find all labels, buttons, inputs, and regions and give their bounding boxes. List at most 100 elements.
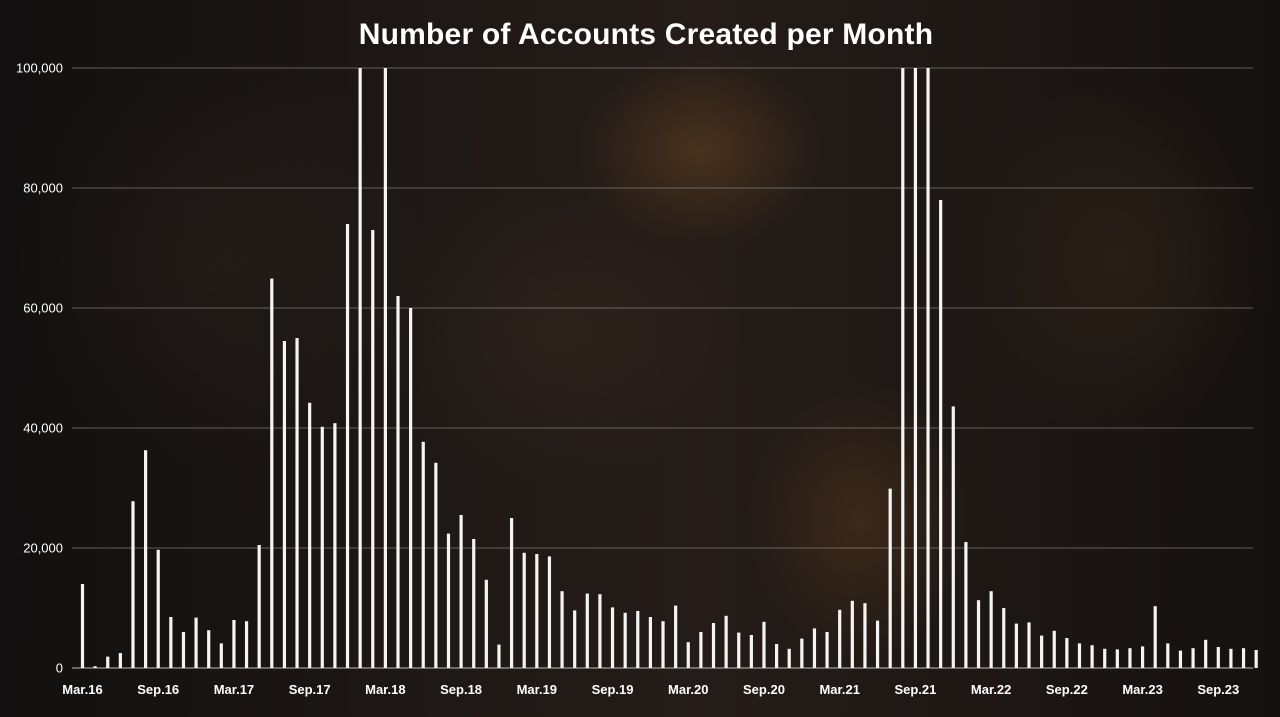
bar-Jul.20 bbox=[737, 632, 741, 668]
bar-Dec.16 bbox=[194, 617, 198, 668]
bar-Apr.17 bbox=[244, 621, 249, 668]
bar-Jul.21 bbox=[888, 488, 892, 668]
bar-May.19 bbox=[560, 591, 564, 668]
x-tick-label: Sep.21 bbox=[894, 682, 936, 697]
bar-Apr.18 bbox=[396, 296, 400, 668]
bar-Sep.16 bbox=[156, 549, 160, 668]
bar-Dec.19 bbox=[648, 617, 652, 668]
bar-Nov.16 bbox=[181, 632, 186, 668]
x-tick-label: Mar.18 bbox=[365, 682, 405, 697]
x-tick-label: Sep.20 bbox=[743, 682, 785, 697]
bar-Aug.20 bbox=[749, 635, 753, 668]
bar-Apr.16 bbox=[93, 666, 97, 668]
x-tick-label: Mar.23 bbox=[1122, 682, 1162, 697]
x-tick-label: Mar.20 bbox=[668, 682, 708, 697]
bar-Jul.19 bbox=[585, 593, 589, 668]
bar-Jan.19 bbox=[509, 518, 514, 668]
bar-May.20 bbox=[711, 623, 716, 668]
bar-Nov.22 bbox=[1090, 645, 1094, 668]
bar-Oct.16 bbox=[169, 617, 173, 668]
bar-Sep.21 bbox=[913, 68, 918, 668]
bar-Feb.19 bbox=[522, 552, 526, 668]
bar-Oct.19 bbox=[623, 612, 627, 668]
bar-Dec.23 bbox=[1254, 650, 1258, 668]
bar-Mar.18 bbox=[383, 68, 387, 668]
x-tick-label: Sep.18 bbox=[440, 682, 482, 697]
bar-Jan.20 bbox=[661, 621, 665, 668]
bar-Oct.22 bbox=[1077, 643, 1082, 668]
bar-May.17 bbox=[257, 545, 261, 668]
y-tick-label: 80,000 bbox=[23, 181, 63, 196]
bar-Sep.17 bbox=[308, 402, 312, 668]
x-tick-label: Sep.22 bbox=[1046, 682, 1088, 697]
bar-Jun.19 bbox=[573, 610, 577, 668]
bar-Feb.21 bbox=[825, 632, 829, 668]
bar-Apr.21 bbox=[850, 600, 854, 668]
bar-Oct.20 bbox=[775, 644, 779, 668]
y-tick-label: 100,000 bbox=[16, 61, 63, 76]
bar-Aug.19 bbox=[598, 594, 602, 668]
y-tick-label: 0 bbox=[56, 661, 63, 676]
bar-Dec.21 bbox=[951, 406, 955, 668]
bar-Jan.18 bbox=[358, 68, 362, 668]
bar-Sep.22 bbox=[1065, 638, 1069, 668]
bar-Aug.18 bbox=[446, 533, 451, 668]
bar-Nov.17 bbox=[333, 423, 337, 668]
bar-Jul.16 bbox=[131, 501, 135, 668]
x-tick-label: Mar.21 bbox=[819, 682, 859, 697]
bar-Sep.20 bbox=[762, 621, 766, 668]
bar-Jun.22 bbox=[1027, 622, 1031, 668]
bar-Feb.17 bbox=[219, 643, 223, 668]
bar-Oct.21 bbox=[926, 68, 930, 668]
bar-Jan.17 bbox=[207, 630, 211, 668]
x-tick-label: Mar.17 bbox=[214, 682, 254, 697]
x-tick-label: Mar.19 bbox=[517, 682, 557, 697]
x-tick-label: Sep.19 bbox=[592, 682, 634, 697]
bar-May.22 bbox=[1014, 623, 1018, 668]
bar-Feb.20 bbox=[674, 605, 678, 668]
bar-Dec.17 bbox=[345, 224, 350, 668]
bar-Nov.19 bbox=[636, 611, 640, 668]
x-tick-label: Mar.16 bbox=[62, 682, 102, 697]
bar-Jan.22 bbox=[964, 542, 968, 668]
bar-Dec.22 bbox=[1103, 648, 1107, 668]
bar-Sep.18 bbox=[459, 515, 463, 668]
bar-Jul.17 bbox=[282, 341, 287, 668]
x-tick-label: Sep.16 bbox=[137, 682, 179, 697]
bar-Aug.21 bbox=[901, 68, 905, 668]
bar-Oct.23 bbox=[1229, 648, 1233, 668]
y-tick-label: 40,000 bbox=[23, 421, 63, 436]
bar-Mar.17 bbox=[232, 620, 236, 668]
bar-Jul.23 bbox=[1191, 648, 1195, 668]
bar-Jun.21 bbox=[875, 620, 880, 668]
chart-title: Number of Accounts Created per Month bbox=[358, 18, 934, 51]
bar-Mar.20 bbox=[686, 642, 690, 668]
bar-Jun.16 bbox=[118, 653, 122, 668]
bar-Dec.20 bbox=[800, 638, 804, 668]
bar-Aug.23 bbox=[1204, 639, 1208, 668]
bar-Nov.18 bbox=[484, 579, 488, 668]
x-tick-label: Sep.17 bbox=[289, 682, 331, 697]
bar-Jul.22 bbox=[1040, 635, 1044, 668]
bar-Mar.19 bbox=[535, 554, 539, 668]
bar-Aug.16 bbox=[144, 450, 148, 668]
bars bbox=[80, 68, 1258, 668]
bar-Jun.20 bbox=[724, 615, 728, 668]
bar-Aug.22 bbox=[1052, 630, 1056, 668]
bar-Nov.21 bbox=[939, 200, 943, 668]
bar-Sep.19 bbox=[610, 607, 615, 668]
bar-Mar.21 bbox=[838, 609, 842, 668]
bar-Nov.20 bbox=[787, 648, 791, 668]
bar-Apr.22 bbox=[1002, 608, 1006, 668]
bar-Jul.18 bbox=[434, 462, 438, 668]
bar-May.16 bbox=[106, 656, 110, 668]
bar-Oct.17 bbox=[320, 426, 324, 668]
y-axis-ticks: 0 20,000 40,000 60,000 80,000 100,000 bbox=[16, 61, 63, 676]
bar-May.23 bbox=[1166, 643, 1170, 668]
bar-Jun.17 bbox=[270, 278, 274, 668]
x-axis-ticks: Mar.16 Sep.16 Mar.17 Sep.17 Mar.18 Sep.18 Mar.… bbox=[62, 682, 1239, 697]
bar-Apr.20 bbox=[699, 632, 703, 668]
gridlines bbox=[72, 67, 1253, 669]
